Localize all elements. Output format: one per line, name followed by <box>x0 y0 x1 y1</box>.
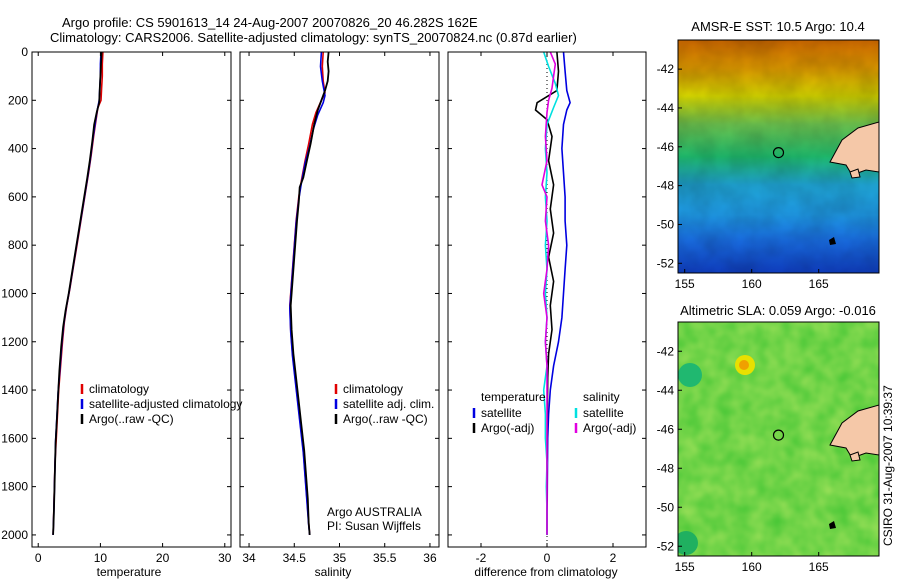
legend-label: climatology <box>89 382 149 396</box>
legend-label: Argo(-adj) <box>481 421 534 435</box>
map-y-tick-label: -44 <box>657 101 675 115</box>
sla-map-axes: 155 160 165 -42 -44 -46 -48 -50 -52 <box>657 344 829 574</box>
sst-map-axes: 155 160 165 -42 -44 -46 -48 -50 -52 <box>657 62 829 291</box>
depth-tick-label: 400 <box>8 142 28 156</box>
legend: temperaturesatelliteArgo(-adj)salinitysa… <box>472 390 636 435</box>
map-y-tick-label: -44 <box>657 383 675 397</box>
depth-tick-label: 200 <box>8 93 28 107</box>
x-tick-label: 36 <box>423 551 437 565</box>
depth-tick-label: 1800 <box>1 480 28 494</box>
map-y-tick-label: -48 <box>657 461 675 475</box>
series-line-satellite-adj-clim- <box>289 52 326 535</box>
profile-panel-2: 34 34.5 35 35.5 36 salinity climatologysatelli… <box>239 51 440 579</box>
x-tick-label: 2 <box>610 551 617 565</box>
depth-tick-label: 1200 <box>1 335 28 349</box>
map-x-tick-label: 165 <box>809 560 829 574</box>
legend-label: satellite-adjusted climatology <box>89 397 242 411</box>
map-y-tick-label: -52 <box>657 256 675 270</box>
x-tick-label: 30 <box>218 551 232 565</box>
note-line1: Argo AUSTRALIA <box>327 505 422 519</box>
x-tick-label: 35.5 <box>373 551 397 565</box>
map-x-tick-label: 155 <box>675 277 695 291</box>
panel-frame <box>31 51 232 548</box>
map-x-tick-label: 160 <box>742 277 762 291</box>
legend-label: Argo(-adj) <box>583 421 636 435</box>
legend-header: salinity <box>583 390 620 404</box>
map-y-tick-label: -50 <box>657 217 675 231</box>
figure-title-line1: Argo profile: CS 5901613_14 24-Aug-2007 … <box>62 15 478 30</box>
sst-map: AMSR-E SST: 10.5 Argo: 10.4 155 160 165 -42… <box>657 19 880 291</box>
depth-tick-label: 1600 <box>1 431 28 445</box>
depth-tick-label: 600 <box>8 190 28 204</box>
map-x-tick-label: 165 <box>809 277 829 291</box>
map-y-tick-label: -48 <box>657 179 675 193</box>
depth-tick-label: 2000 <box>1 528 28 542</box>
figure-title-line2: Climatology: CARS2006. Satellite-adjuste… <box>50 30 577 45</box>
sla-land-auckland-islands <box>829 521 836 529</box>
sst-map-title: AMSR-E SST: 10.5 Argo: 10.4 <box>691 19 864 34</box>
legend-label: Argo(..raw -QC) <box>89 412 174 426</box>
series-line-climatology <box>289 52 326 535</box>
sla-land-south-island <box>829 404 879 459</box>
map-y-tick-label: -50 <box>657 500 675 514</box>
depth-tick-label: 800 <box>8 238 28 252</box>
depth-tick-label: 1000 <box>1 286 28 300</box>
x-tick-label: 35 <box>333 551 347 565</box>
sst-land-south-island <box>829 121 879 176</box>
x-tick-label: 0 <box>35 551 42 565</box>
series-line-argo-raw-qc- <box>289 52 330 535</box>
sst-map-frame <box>677 39 880 274</box>
series-line-salinity-argo-adj- <box>541 52 557 535</box>
legend-label: climatology <box>343 382 403 396</box>
note-line2: PI: Susan Wijffels <box>327 519 421 533</box>
map-x-tick-label: 155 <box>675 560 695 574</box>
legend-header: temperature <box>481 390 546 404</box>
sla-map-frame <box>677 321 880 557</box>
sla-float-marker <box>772 429 785 441</box>
x-axis-label: salinity <box>315 565 352 579</box>
x-axis-label: temperature <box>97 565 162 579</box>
legend-label: satellite <box>481 406 522 420</box>
series-line-argo-raw-qc- <box>52 52 103 535</box>
sla-land-stewart-island <box>849 451 861 462</box>
sla-map-title: Altimetric SLA: 0.059 Argo: -0.016 <box>680 303 876 318</box>
x-tick-label: 10 <box>94 551 108 565</box>
map-y-tick-label: -42 <box>657 62 675 76</box>
series-line-temperature-argo-adj- <box>534 52 560 535</box>
x-tick-label: -2 <box>476 551 487 565</box>
series-line-temperature-satellite <box>546 52 571 535</box>
legend-label: Argo(..raw -QC) <box>343 412 428 426</box>
x-tick-label: 0 <box>544 551 551 565</box>
sst-land-auckland-islands <box>829 237 836 245</box>
map-y-tick-label: -46 <box>657 140 675 154</box>
legend-label: satellite adj. clim. <box>343 397 434 411</box>
map-y-tick-label: -46 <box>657 422 675 436</box>
depth-tick-label: 0 <box>21 45 28 59</box>
sst-land-stewart-island <box>849 168 861 179</box>
x-tick-label: 34 <box>242 551 256 565</box>
panel-frame <box>239 51 440 548</box>
legend-label: satellite <box>583 406 624 420</box>
sla-eddy-cool <box>678 363 702 387</box>
sla-map: Altimetric SLA: 0.059 Argo: -0.016 155 16… <box>657 303 880 574</box>
map-y-tick-label: -42 <box>657 344 675 358</box>
depth-tick-label: 1400 <box>1 383 28 397</box>
sla-eddy-cool-south <box>678 531 698 555</box>
map-x-tick-label: 160 <box>742 560 762 574</box>
sla-eddy-warm-core <box>739 360 749 370</box>
x-axis-label: difference from climatology <box>474 565 617 579</box>
profile-panels: 0 10 20 30020040060080010001200140016001800… <box>1 45 647 579</box>
map-y-tick-label: -52 <box>657 539 675 553</box>
timestamp-stamp: CSIRO 31-Aug-2007 10:39:37 <box>881 385 895 546</box>
sst-float-marker <box>772 147 785 159</box>
x-tick-label: 20 <box>156 551 170 565</box>
profile-panel-1: 0 10 20 30 0 200 400 600 800 1000 1200 1400 1600 1800… <box>1 45 242 579</box>
x-tick-label: 34.5 <box>283 551 307 565</box>
